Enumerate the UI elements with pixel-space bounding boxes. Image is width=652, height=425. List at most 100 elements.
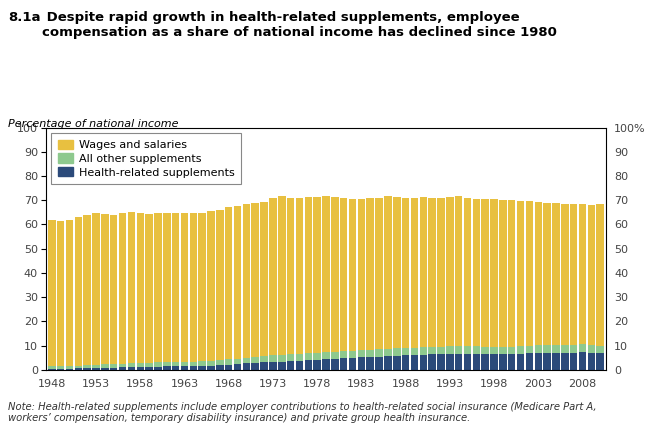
Legend: Wages and salaries, All other supplements, Health-related supplements: Wages and salaries, All other supplement… bbox=[52, 133, 241, 184]
Bar bbox=[101, 214, 109, 364]
Bar bbox=[136, 213, 144, 363]
Bar bbox=[66, 368, 73, 370]
Bar bbox=[349, 199, 356, 351]
Text: Note: Health-related supplements include employer contributions to health-relate: Note: Health-related supplements include… bbox=[8, 402, 597, 423]
Bar bbox=[163, 366, 171, 370]
Bar bbox=[296, 198, 303, 354]
Bar bbox=[526, 346, 533, 353]
Bar bbox=[172, 362, 179, 366]
Bar bbox=[455, 354, 462, 370]
Bar bbox=[74, 217, 82, 366]
Bar bbox=[473, 354, 480, 370]
Bar bbox=[252, 203, 259, 357]
Bar bbox=[570, 353, 578, 370]
Bar bbox=[314, 353, 321, 360]
Bar bbox=[155, 367, 162, 370]
Bar bbox=[597, 346, 604, 353]
Bar bbox=[535, 202, 542, 345]
Bar bbox=[304, 353, 312, 360]
Bar bbox=[110, 364, 117, 368]
Bar bbox=[260, 362, 268, 370]
Bar bbox=[402, 355, 409, 370]
Bar bbox=[517, 354, 524, 370]
Bar bbox=[517, 346, 524, 354]
Bar bbox=[376, 357, 383, 370]
Bar bbox=[437, 354, 445, 370]
Bar bbox=[190, 362, 197, 366]
Bar bbox=[198, 366, 206, 370]
Bar bbox=[455, 346, 462, 354]
Bar bbox=[234, 206, 241, 359]
Bar bbox=[296, 361, 303, 370]
Bar bbox=[48, 220, 55, 366]
Bar bbox=[278, 362, 286, 370]
Bar bbox=[464, 354, 471, 370]
Bar bbox=[597, 204, 604, 346]
Text: 8.1a: 8.1a bbox=[8, 11, 40, 24]
Bar bbox=[411, 198, 418, 348]
Bar bbox=[508, 347, 516, 354]
Bar bbox=[181, 213, 188, 362]
Bar bbox=[579, 204, 586, 344]
Bar bbox=[561, 204, 569, 345]
Bar bbox=[499, 200, 507, 347]
Bar bbox=[163, 362, 171, 366]
Bar bbox=[260, 356, 268, 362]
Bar bbox=[366, 357, 374, 370]
Bar bbox=[163, 213, 171, 362]
Bar bbox=[473, 346, 480, 354]
Bar bbox=[234, 364, 241, 370]
Bar bbox=[543, 203, 551, 345]
Bar bbox=[66, 366, 73, 368]
Bar bbox=[419, 347, 427, 355]
Bar bbox=[181, 366, 188, 370]
Bar bbox=[101, 364, 109, 368]
Bar bbox=[322, 352, 330, 359]
Bar bbox=[136, 367, 144, 370]
Bar bbox=[552, 353, 559, 370]
Bar bbox=[543, 353, 551, 370]
Bar bbox=[357, 199, 365, 350]
Bar bbox=[411, 355, 418, 370]
Bar bbox=[570, 204, 578, 345]
Bar bbox=[499, 347, 507, 354]
Bar bbox=[198, 213, 206, 361]
Bar bbox=[136, 363, 144, 367]
Bar bbox=[402, 198, 409, 348]
Bar bbox=[243, 363, 250, 370]
Bar bbox=[48, 366, 55, 368]
Bar bbox=[366, 198, 374, 350]
Bar bbox=[83, 365, 91, 368]
Bar bbox=[128, 367, 135, 370]
Bar bbox=[145, 367, 153, 370]
Bar bbox=[393, 348, 400, 356]
Bar bbox=[322, 359, 330, 370]
Bar bbox=[437, 347, 445, 354]
Bar bbox=[155, 363, 162, 367]
Bar bbox=[508, 201, 516, 347]
Bar bbox=[269, 362, 276, 370]
Bar bbox=[74, 366, 82, 368]
Bar bbox=[119, 364, 126, 367]
Bar bbox=[340, 198, 348, 351]
Bar bbox=[93, 213, 100, 365]
Bar bbox=[570, 345, 578, 353]
Bar bbox=[57, 221, 65, 366]
Bar bbox=[340, 358, 348, 370]
Bar bbox=[490, 199, 497, 347]
Bar bbox=[411, 348, 418, 355]
Bar bbox=[172, 213, 179, 362]
Bar bbox=[535, 345, 542, 353]
Bar bbox=[535, 353, 542, 370]
Bar bbox=[243, 358, 250, 363]
Bar bbox=[366, 350, 374, 357]
Bar bbox=[446, 346, 454, 354]
Bar bbox=[216, 210, 224, 360]
Bar bbox=[119, 212, 126, 364]
Bar bbox=[428, 198, 436, 347]
Bar bbox=[269, 355, 276, 362]
Bar bbox=[552, 203, 559, 345]
Bar bbox=[243, 204, 250, 358]
Bar bbox=[304, 197, 312, 353]
Bar bbox=[110, 368, 117, 370]
